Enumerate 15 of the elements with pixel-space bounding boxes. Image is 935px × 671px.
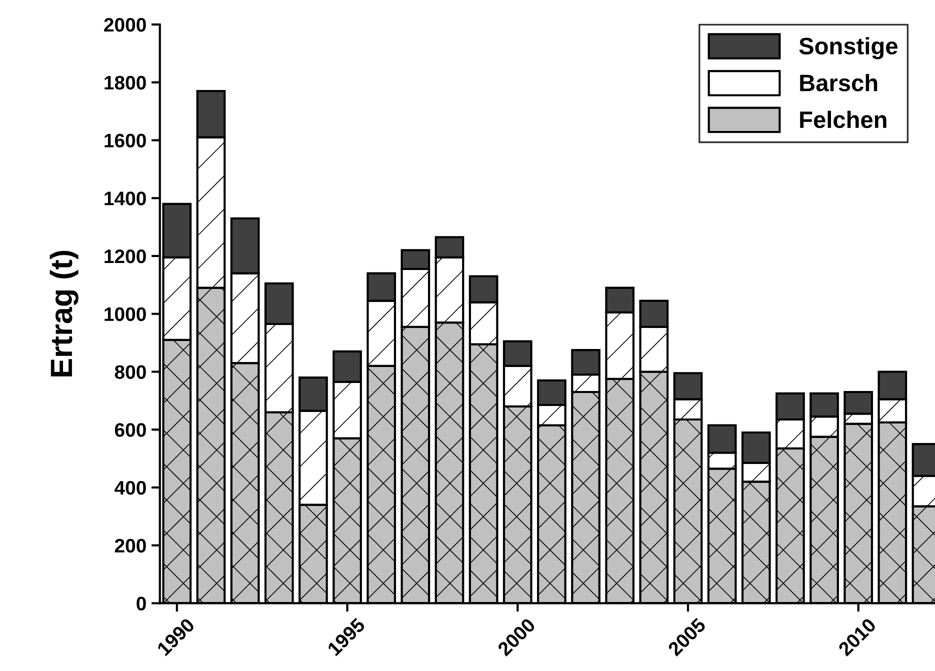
y-tick-label: 1400 xyxy=(104,192,146,206)
y-tick-label: 1200 xyxy=(104,249,146,264)
y-axis-title: Ertrag (t) xyxy=(50,250,78,376)
y-tick-label: 0 xyxy=(136,596,146,610)
y-tick-label: 200 xyxy=(114,538,146,553)
y-tick-label: 400 xyxy=(114,480,146,495)
y-tick-label: 1800 xyxy=(104,76,146,90)
legend-label: Barsch xyxy=(800,74,878,92)
y-tick-label: 800 xyxy=(114,365,146,379)
legend-label: Sonstige xyxy=(799,37,898,60)
y-tick-label: 1000 xyxy=(104,307,146,322)
y-tick-label: 1600 xyxy=(104,134,146,148)
y-tick-label: 600 xyxy=(114,423,146,437)
y-tick-label: 2000 xyxy=(104,18,146,32)
legend-label: Felchen xyxy=(800,110,886,128)
